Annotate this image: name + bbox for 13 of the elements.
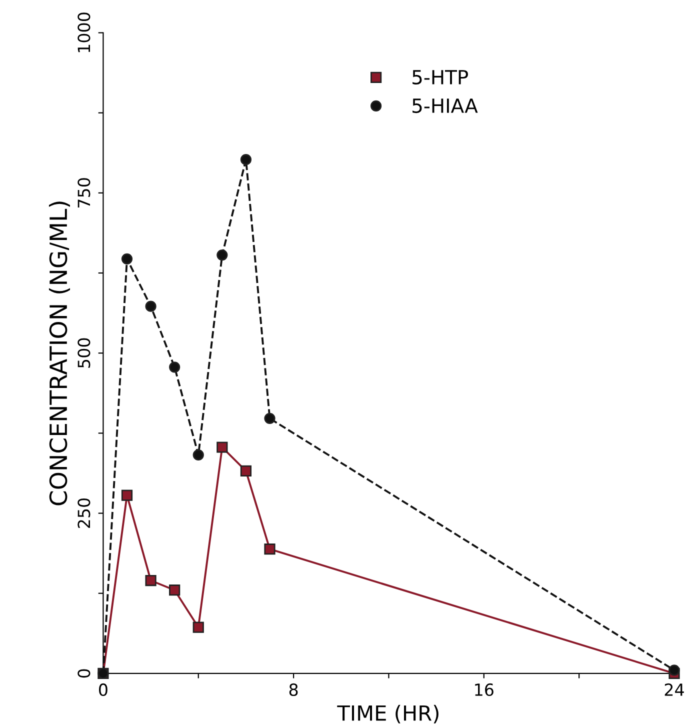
legend-label: 5-HIAA [412,98,478,114]
y-axis-title: CONCENTRATION (NG/ML) [48,202,70,506]
y-tick-label: 750 [78,178,90,208]
y-tick-label: 500 [78,338,90,368]
x-tick-label: 24 [664,683,684,696]
y-tick-label: 250 [78,498,90,528]
x-tick-label: 16 [475,683,494,696]
y-tick-label: 0 [78,669,90,678]
x-tick-label: 8 [289,683,298,696]
x-axis-title: TIME (HR) [337,704,438,724]
legend-label: 5-HTP [412,70,468,85]
y-tick-label: 1000 [78,12,90,52]
x-tick-label: 0 [98,683,108,696]
